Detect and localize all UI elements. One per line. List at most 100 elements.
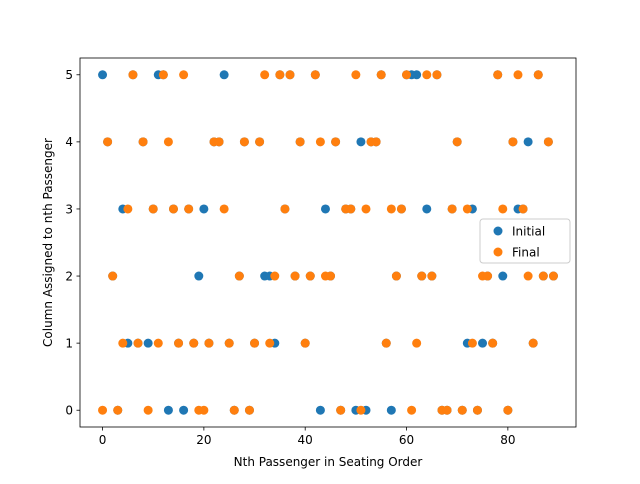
point-final-65: [427, 271, 437, 281]
point-initial-43: [315, 405, 325, 415]
point-final-16: [179, 70, 189, 80]
point-final-7: [133, 338, 143, 348]
x-tick-label-0: 0: [99, 433, 107, 447]
x-tick-label-20: 20: [196, 433, 211, 447]
point-final-32: [260, 70, 270, 80]
point-initial-62: [412, 70, 422, 80]
point-final-54: [371, 137, 381, 147]
point-final-45: [326, 271, 336, 281]
point-final-47: [336, 405, 346, 415]
x-axis-ticks: 0 20 40 60 80: [99, 427, 515, 447]
point-final-5: [123, 204, 133, 214]
point-final-52: [361, 204, 371, 214]
point-final-21: [204, 338, 214, 348]
point-initial-64: [422, 204, 432, 214]
point-final-15: [174, 338, 184, 348]
point-final-79: [498, 204, 508, 214]
point-initial-20: [199, 204, 209, 214]
legend: Initial Final: [479, 218, 571, 264]
series-final: [98, 70, 558, 415]
point-final-76: [483, 271, 493, 281]
point-initial-0: [98, 70, 108, 80]
y-tick-label-0: 0: [65, 404, 73, 418]
point-final-25: [224, 338, 234, 348]
legend-label-initial: Initial: [512, 224, 545, 238]
point-final-27: [234, 271, 244, 281]
point-final-72: [462, 204, 472, 214]
point-final-9: [143, 405, 153, 415]
point-initial-16: [179, 405, 189, 415]
point-final-10: [148, 204, 158, 214]
point-final-77: [488, 338, 498, 348]
x-tick-label-80: 80: [500, 433, 515, 447]
point-final-68: [442, 405, 452, 415]
point-final-66: [432, 70, 442, 80]
x-tick-label-40: 40: [298, 433, 313, 447]
point-final-58: [391, 271, 401, 281]
point-final-84: [523, 271, 533, 281]
point-final-88: [543, 137, 553, 147]
point-final-59: [396, 204, 406, 214]
point-final-73: [467, 338, 477, 348]
point-final-60: [402, 70, 412, 80]
point-final-70: [452, 137, 462, 147]
point-final-12: [158, 70, 168, 80]
y-tick-label-2: 2: [65, 269, 73, 283]
point-final-36: [280, 204, 290, 214]
point-final-57: [386, 204, 396, 214]
point-final-87: [538, 271, 548, 281]
point-final-82: [513, 70, 523, 80]
point-final-69: [447, 204, 457, 214]
data-marks: [98, 70, 558, 415]
point-final-35: [275, 70, 285, 80]
legend-marker-initial: [493, 226, 503, 236]
y-tick-label-1: 1: [65, 336, 73, 350]
point-final-20: [199, 405, 209, 415]
legend-marker-final: [493, 247, 503, 257]
point-initial-44: [320, 204, 330, 214]
y-axis-label: Column Assigned to nth Passenger: [41, 138, 55, 347]
point-final-61: [407, 405, 417, 415]
point-final-80: [503, 405, 513, 415]
point-final-8: [138, 137, 148, 147]
point-final-83: [518, 204, 528, 214]
point-initial-79: [498, 271, 508, 281]
point-final-89: [548, 271, 558, 281]
x-tick-label-60: 60: [399, 433, 414, 447]
point-final-46: [331, 137, 341, 147]
point-initial-57: [386, 405, 396, 415]
point-final-30: [250, 338, 260, 348]
point-final-24: [219, 204, 229, 214]
point-final-56: [381, 338, 391, 348]
y-tick-label-3: 3: [65, 202, 73, 216]
point-final-64: [422, 70, 432, 80]
legend-label-final: Final: [512, 245, 540, 259]
point-final-17: [184, 204, 194, 214]
point-final-23: [214, 137, 224, 147]
point-initial-19: [194, 271, 204, 281]
point-final-78: [493, 70, 503, 80]
point-final-51: [356, 405, 366, 415]
point-final-33: [265, 338, 275, 348]
point-final-85: [528, 338, 538, 348]
point-final-14: [168, 204, 178, 214]
point-initial-51: [356, 137, 366, 147]
point-final-26: [229, 405, 239, 415]
y-tick-label-5: 5: [65, 68, 73, 82]
point-final-49: [346, 204, 356, 214]
point-final-0: [98, 405, 108, 415]
point-final-62: [412, 338, 422, 348]
point-final-63: [417, 271, 427, 281]
point-final-42: [310, 70, 320, 80]
point-final-86: [533, 70, 543, 80]
point-final-11: [153, 338, 163, 348]
point-initial-75: [478, 338, 488, 348]
y-axis-ticks: 0 1 2 3 4 5: [65, 68, 80, 418]
point-final-39: [295, 137, 305, 147]
point-final-3: [113, 405, 123, 415]
y-tick-label-4: 4: [65, 135, 73, 149]
point-final-28: [239, 137, 249, 147]
plot-area-frame: [79, 57, 577, 428]
